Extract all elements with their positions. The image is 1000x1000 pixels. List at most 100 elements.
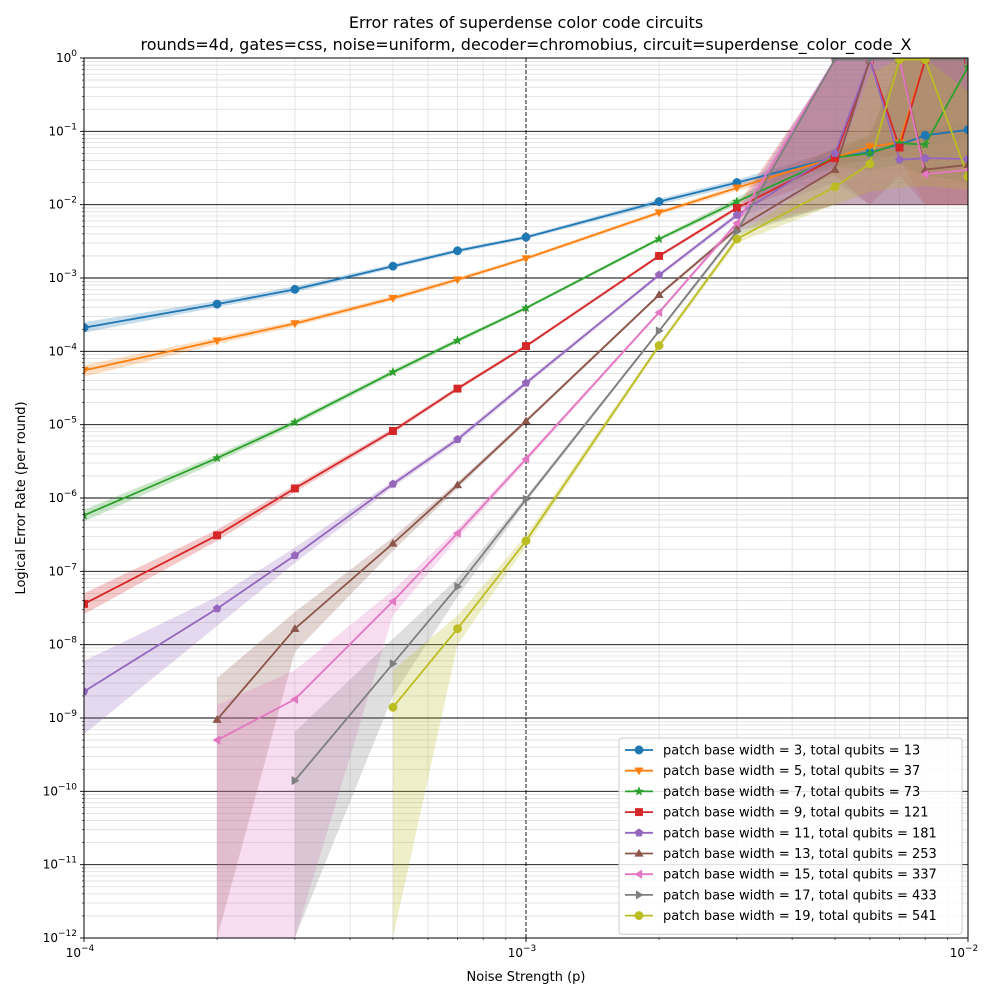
chart-subtitle: rounds=4d, gates=css, noise=uniform, dec… (140, 35, 911, 55)
data-point-series-1 (212, 299, 222, 309)
data-point-series-5 (963, 154, 968, 163)
data-point-series-1 (388, 261, 398, 271)
x-axis-label: Noise Strength (p) (467, 970, 586, 985)
legend-marker (635, 890, 644, 900)
legend-label: patch base width = 15, total qubits = 33… (663, 868, 937, 883)
data-point-series-3 (520, 302, 532, 313)
data-point-series-6 (212, 714, 222, 723)
data-point-series-6 (654, 290, 664, 298)
data-point-series-3 (289, 416, 301, 427)
legend-marker (635, 808, 643, 817)
data-point-series-7 (290, 694, 299, 704)
data-point-series-9 (654, 341, 664, 350)
data-point-series-1 (920, 130, 930, 140)
legend-label: patch base width = 3, total qubits = 13 (663, 744, 920, 759)
legend: patch base width = 3, total qubits = 13 p… (618, 737, 963, 935)
data-point-series-9 (732, 234, 742, 244)
legend-label: patch base width = 5, total qubits = 37 (663, 764, 920, 779)
data-point-series-9 (388, 702, 398, 712)
data-point-series-7 (212, 735, 221, 745)
data-point-series-6 (388, 538, 398, 547)
data-point-series-4 (453, 384, 462, 393)
data-point-series-5 (388, 479, 398, 488)
data-point-series-8 (389, 659, 398, 669)
data-point-series-4 (388, 427, 397, 435)
data-point-series-5 (84, 686, 89, 696)
data-point-series-8 (866, 58, 875, 65)
data-point-series-2 (521, 255, 531, 264)
data-point-series-3 (962, 61, 968, 72)
data-point-series-9 (920, 58, 930, 65)
data-point-series-8 (291, 775, 300, 786)
legend-marker (634, 869, 643, 879)
data-point-series-8 (831, 58, 840, 65)
data-point-series-7 (732, 218, 741, 228)
data-point-series-1 (453, 246, 462, 256)
data-point-series-5 (830, 148, 840, 158)
data-point-series-5 (290, 550, 300, 560)
data-point-series-8 (522, 494, 531, 504)
data-point-series-9 (865, 159, 875, 169)
data-point-series-8 (655, 326, 664, 336)
data-point-series-4 (290, 484, 299, 493)
legend-label: patch base width = 9, total qubits = 121 (663, 806, 929, 821)
data-point-series-6 (830, 165, 840, 173)
data-point-series-4 (655, 251, 664, 260)
legend-label: patch base width = 19, total qubits = 54… (663, 909, 937, 924)
series-line-9 (392, 58, 968, 708)
data-point-series-5 (521, 378, 531, 387)
data-point-series-8 (964, 58, 968, 65)
data-point-series-9 (453, 624, 462, 634)
data-point-series-7 (920, 169, 929, 179)
data-point-series-5 (453, 434, 462, 444)
legend-label: patch base width = 13, total qubits = 25… (663, 847, 937, 862)
data-point-series-1 (654, 197, 664, 207)
legend-box (618, 737, 963, 935)
y-axis-label: Logical Error Rate (per round) (14, 401, 29, 594)
data-point-series-2 (290, 320, 300, 329)
data-point-series-2 (654, 209, 664, 218)
data-point-series-4 (213, 531, 222, 540)
data-point-series-2 (732, 184, 742, 193)
data-point-series-2 (388, 295, 398, 303)
data-point-series-7 (521, 454, 530, 464)
data-point-series-6 (290, 624, 300, 632)
confidence-band-series-3 (84, 58, 968, 522)
legend-marker (634, 745, 644, 755)
legend-marker (634, 848, 644, 857)
legend-marker (634, 767, 644, 776)
data-point-series-1 (290, 284, 300, 294)
data-point-series-4 (522, 342, 530, 351)
data-point-series-5 (212, 604, 222, 613)
series-line-7 (216, 58, 968, 741)
data-point-series-3 (864, 148, 876, 158)
data-point-series-7 (963, 166, 968, 173)
data-point-series-3 (653, 233, 665, 244)
legend-label: patch base width = 17, total qubits = 43… (663, 888, 937, 903)
data-point-series-8 (733, 226, 742, 237)
data-point-series-3 (84, 509, 90, 520)
data-point-series-3 (731, 196, 743, 207)
data-point-series-9 (895, 58, 904, 65)
data-point-series-2 (865, 143, 875, 152)
data-point-series-2 (212, 337, 222, 346)
data-point-series-1 (521, 232, 531, 242)
chart-title: Error rates of superdense color code cir… (349, 13, 703, 32)
data-point-series-5 (920, 153, 930, 162)
data-point-series-7 (388, 596, 397, 606)
data-point-series-3 (920, 139, 931, 149)
data-point-series-2 (452, 276, 463, 285)
data-point-series-4 (895, 143, 904, 152)
legend-marker (634, 828, 644, 837)
data-point-series-9 (830, 182, 840, 192)
data-point-series-7 (452, 528, 461, 538)
data-point-series-6 (452, 480, 463, 489)
data-point-series-5 (732, 210, 742, 219)
data-point-series-3 (452, 335, 463, 346)
data-point-series-3 (211, 452, 223, 463)
legend-marker (634, 911, 644, 921)
data-point-series-6 (963, 160, 968, 168)
confidence-band-series-5 (84, 58, 968, 735)
legend-marker (633, 786, 645, 796)
data-point-series-9 (521, 536, 531, 546)
